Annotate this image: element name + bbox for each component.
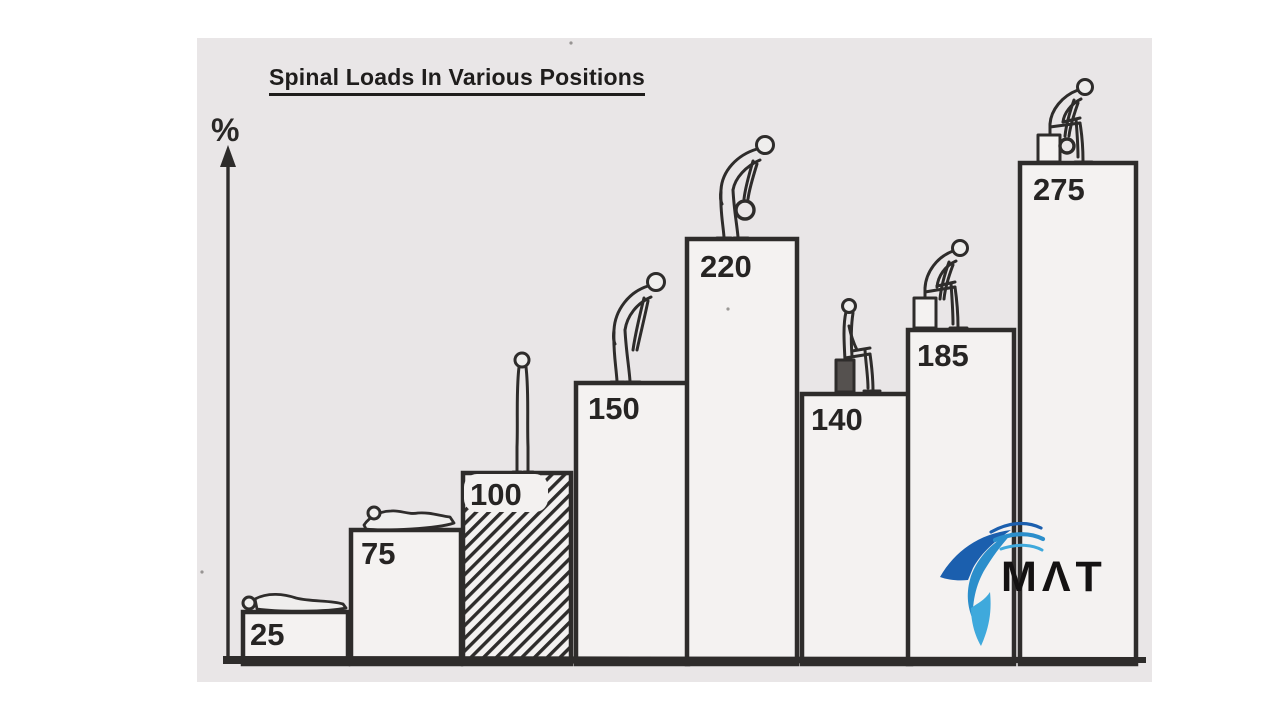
bar-value-label: 75	[361, 536, 395, 571]
standing-figure-icon	[511, 351, 535, 474]
standing-bent-forward-figure-icon	[609, 272, 666, 384]
mat-logo: MΛT	[935, 520, 1135, 655]
label-knockout	[464, 474, 548, 512]
scan-speck	[569, 41, 573, 45]
scan-speck	[200, 570, 204, 574]
x-axis-baseline	[223, 656, 1146, 664]
bar-value-label: 25	[250, 617, 284, 652]
sitting-bent-forward-figure-icon	[912, 239, 969, 330]
bar-value-label: 100	[470, 477, 522, 512]
bar-value-label: 185	[917, 338, 969, 373]
y-axis-label: %	[211, 112, 240, 148]
standing-bent-forward-with-weight-figure-icon	[715, 135, 775, 240]
bar-sitting	[799, 391, 914, 667]
scan-speck	[726, 307, 730, 311]
sitting-figure-icon	[834, 298, 882, 394]
bar-value-label: 220	[700, 249, 752, 284]
bar-lying-supine	[240, 609, 351, 667]
bar-value-label: 275	[1033, 172, 1085, 207]
bar-value-label: 150	[588, 391, 640, 426]
lying-supine-figure-icon	[241, 592, 348, 613]
sitting-bent-forward-with-weight-figure-icon	[1036, 78, 1094, 164]
bar-standing-bent-forward-with-weight	[684, 236, 800, 667]
bar-sitting-bent-forward	[905, 327, 1017, 667]
logo-text: MΛT	[1001, 553, 1107, 601]
bar-lying-on-side	[348, 527, 464, 667]
bar-sitting-bent-forward-with-weight	[1017, 160, 1139, 667]
scanned-chart-image: 25 75 100 150 220 140 185 275 Spinal Loads In V…	[197, 38, 1152, 682]
logo-swoosh-icon	[940, 521, 1046, 646]
lying-on-side-figure-icon	[362, 505, 456, 532]
bar-chart: 25 75 100 150 220 140 185 275	[200, 41, 1146, 667]
chart-title: Spinal Loads In Various Positions	[269, 64, 645, 96]
bar-value-label: 140	[811, 402, 863, 437]
y-axis-arrowhead-icon	[220, 145, 236, 167]
